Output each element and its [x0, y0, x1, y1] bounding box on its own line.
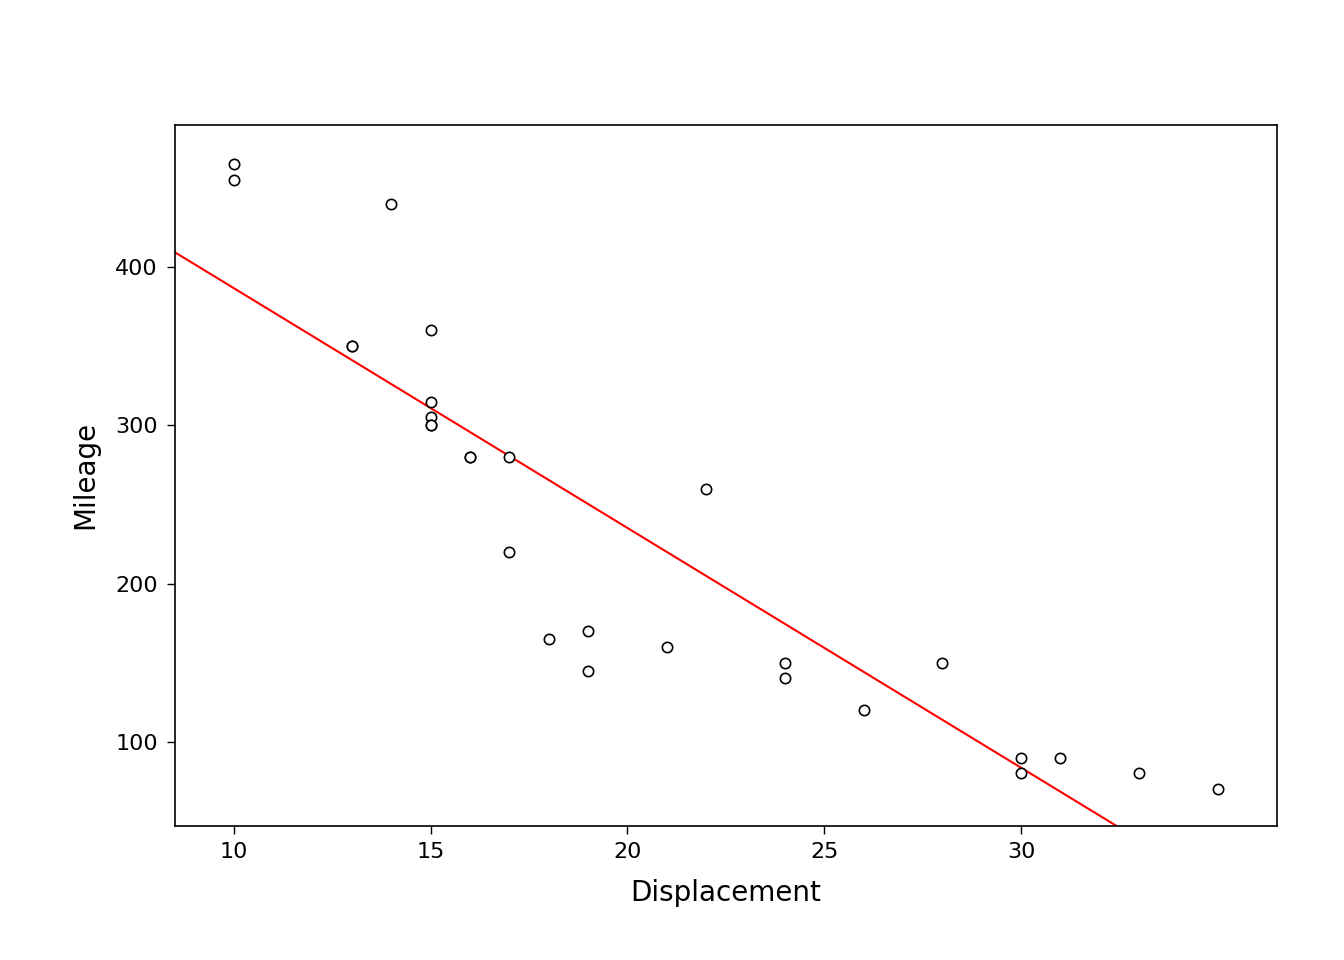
Point — [223, 156, 245, 172]
Point — [380, 196, 402, 211]
Point — [1050, 750, 1071, 765]
Point — [852, 703, 874, 718]
Point — [577, 663, 598, 679]
Point — [1207, 781, 1228, 797]
Point — [419, 323, 441, 338]
Point — [223, 173, 245, 188]
Point — [419, 418, 441, 433]
Point — [656, 639, 677, 655]
Point — [774, 655, 796, 670]
Y-axis label: Mileage: Mileage — [71, 421, 98, 529]
Point — [774, 671, 796, 686]
Point — [419, 410, 441, 425]
Point — [931, 655, 953, 670]
Point — [419, 418, 441, 433]
Point — [695, 481, 716, 496]
Point — [460, 449, 481, 465]
Point — [341, 339, 363, 354]
Point — [577, 623, 598, 638]
X-axis label: Displacement: Displacement — [630, 879, 821, 907]
Point — [499, 544, 520, 560]
Point — [460, 449, 481, 465]
Point — [341, 339, 363, 354]
Point — [1011, 750, 1032, 765]
Point — [1128, 766, 1149, 781]
Point — [1011, 766, 1032, 781]
Point — [419, 394, 441, 409]
Point — [499, 449, 520, 465]
Point — [538, 632, 559, 647]
